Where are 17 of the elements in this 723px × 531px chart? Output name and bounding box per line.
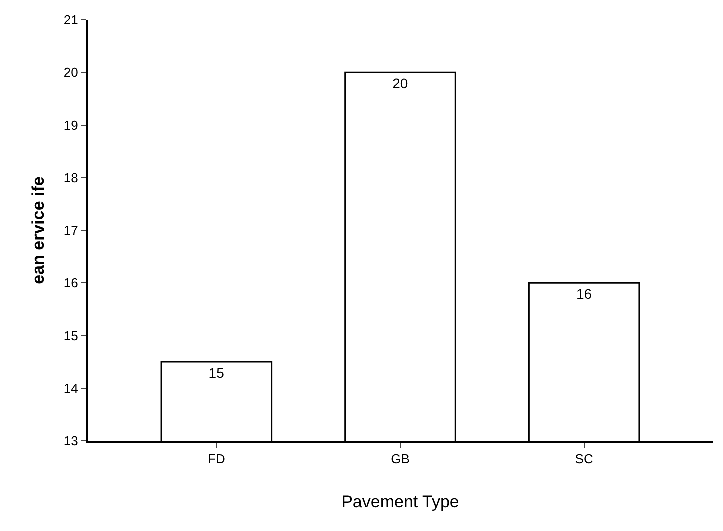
data-label: 16	[576, 286, 592, 302]
y-tick-label: 20	[64, 65, 78, 80]
y-tick-label: 13	[64, 434, 78, 449]
x-tick-label: FD	[208, 452, 226, 467]
y-tick-label: 15	[64, 328, 78, 344]
y-tick-label: 21	[64, 12, 78, 28]
y-tick-label: 16	[64, 276, 78, 291]
y-axis-title: ean ervice ife	[28, 176, 48, 284]
x-tick-label: SC	[575, 452, 594, 467]
y-tick-label: 17	[64, 223, 78, 238]
x-tick-label: GB	[391, 452, 410, 467]
y-tick-label: 14	[64, 380, 78, 396]
y-tick-label: 18	[64, 170, 78, 186]
data-label: 20	[392, 76, 408, 92]
data-label: 15	[208, 365, 225, 382]
y-tick-label: 19	[64, 118, 78, 133]
x-axis-title: Pavement Type	[342, 492, 460, 512]
